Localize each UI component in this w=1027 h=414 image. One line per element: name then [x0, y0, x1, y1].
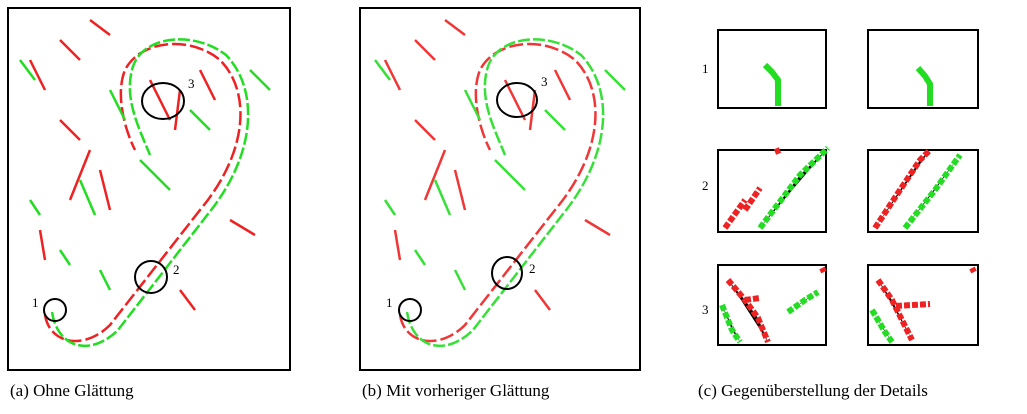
edge-image: [20, 20, 270, 346]
marker-circle: [497, 83, 537, 117]
panel-frame: [8, 8, 290, 370]
detail-grid: [718, 30, 978, 345]
marker-label: 1: [32, 295, 39, 310]
edge-image: [375, 20, 625, 346]
marker-label: 2: [529, 261, 536, 276]
row-label: 2: [702, 178, 709, 193]
caption: (a) Ohne Glättung: [10, 381, 134, 400]
caption: (b) Mit vorheriger Glättung: [362, 381, 550, 400]
row-label: 1: [702, 61, 709, 76]
marker-label: 2: [173, 262, 180, 277]
marker-label: 3: [188, 76, 195, 91]
caption: (c) Gegenüberstellung der Details: [698, 381, 928, 400]
marker-circle: [44, 299, 66, 321]
panel-frame: [360, 8, 640, 370]
marker-circle: [399, 299, 421, 321]
marker-label: 1: [386, 295, 393, 310]
page: 3 2 1 (a) Ohne Glättung 3 2 1 (b) Mit vo…: [0, 0, 1027, 409]
figure: 3 2 1 (a) Ohne Glättung 3 2 1 (b) Mit vo…: [0, 0, 1027, 409]
row-label: 3: [702, 302, 709, 317]
marker-label: 3: [541, 74, 548, 89]
